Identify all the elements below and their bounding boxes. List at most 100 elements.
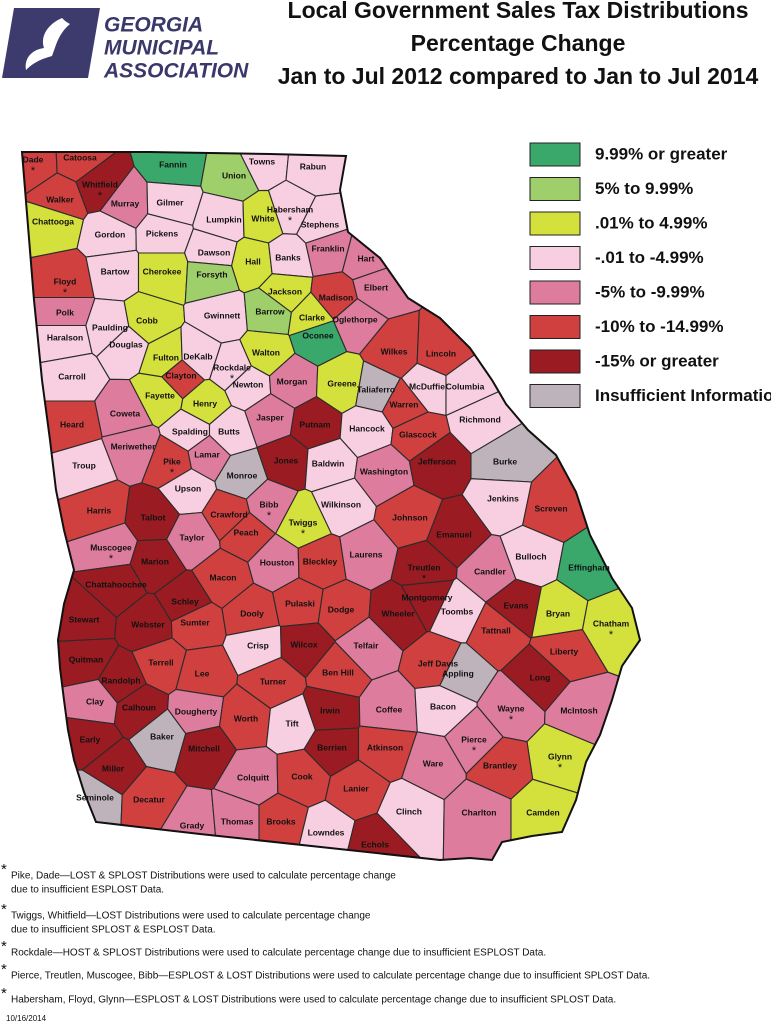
logo-bird [25,18,70,70]
county-name: Sumter [180,617,210,627]
county-name: Taylor [180,532,206,542]
county-name: Peach [233,527,258,537]
county-name: Walton [252,347,280,357]
county-name: Jasper [256,412,284,422]
county-name: Screven [534,503,567,513]
county-name: Cobb [136,315,158,325]
county-name: Wilkinson [321,499,361,509]
county-name: Pulaski [285,598,315,608]
legend-label: -.01 to -4.99% [595,248,704,267]
county-name: Jones [274,455,299,465]
county-note-mark: * [472,745,477,757]
county-name: Echols [361,839,389,849]
county-note-mark: * [267,510,272,522]
county-name: Dooly [240,608,264,618]
county-name: Taliaferro [357,384,395,394]
county-name: Meriwether [111,441,157,451]
footnote-text: Rockdale—HOST & SPLOST Distributions wer… [11,948,546,959]
county-name: Hall [245,256,261,266]
county-name: Habersham [267,204,314,214]
footnote-mark: * [1,961,7,978]
county-name: Mitchell [188,743,220,753]
county-name: Brantley [483,760,517,770]
county-name: Coweta [110,408,141,418]
county-name: Laurens [349,549,382,559]
county-name: Cherokee [143,266,182,276]
county-note-mark: * [509,714,514,726]
county-name: Bibb [260,499,279,509]
county-name: Emanuel [436,529,471,539]
county-name: Lumpkin [206,214,241,224]
logo-text: GEORGIA [104,14,203,37]
county-note-mark: * [422,573,427,585]
logo-text: ASSOCIATION [103,60,249,83]
county-name: Towns [249,156,276,166]
county-name: Berrien [317,742,347,752]
county-name: Richmond [459,414,501,424]
county-name: Franklin [311,243,344,253]
county-name: Putnam [299,419,331,429]
county-name: Miller [102,763,125,773]
county-name: Wheeler [381,608,415,618]
county-name: Union [222,170,246,180]
county-name: Bulloch [515,551,546,561]
legend-swatch [529,349,581,374]
county-name: Turner [260,676,287,686]
county-name: Carroll [58,371,85,381]
county-name: Dade [23,154,44,164]
county-name: Douglas [109,339,143,349]
county-name: Long [530,672,551,682]
county-name: Spalding [172,426,208,436]
county-name: Treutlen [407,562,440,572]
county-note-mark: * [170,467,175,479]
county-name: Pierce [461,734,487,744]
county-note-mark: * [63,287,68,299]
county-name: Wayne [497,703,524,713]
county-name: Murray [111,198,140,208]
county-note-mark: * [609,629,614,641]
county-note-mark: * [31,165,36,177]
county-name: Ben Hill [322,667,354,677]
legend-swatch [529,315,581,339]
legend-label: -5% to -9.99% [595,282,705,301]
county-name: Crisp [247,640,269,650]
county-name: Fayette [145,390,175,400]
legend-swatch [529,142,581,167]
county-name: Terrell [148,657,173,667]
county-note-mark: * [98,190,103,202]
logo-text: MUNICIPAL [104,37,219,60]
county-name: Stewart [69,614,100,624]
county-name: Atkinson [367,742,403,752]
county-name: Pike [163,456,181,466]
footnote-mark: * [1,985,7,1002]
date: 10/16/2014 [6,1014,47,1023]
county-name: White [251,213,274,223]
county-name: Upson [175,483,201,493]
county-name: Gilmer [157,197,185,207]
county-name: Coffee [376,704,403,714]
county-name: Dougherty [175,706,218,716]
subtitle: Jan to Jul 2012 compared to Jan to Jul 2… [278,63,759,89]
county-name: Glynn [548,751,572,761]
county-name: Jenkins [487,493,519,503]
county-name: Monroe [227,470,258,480]
state-outline [20,151,642,862]
county-name: Hart [357,253,374,263]
county-name: Morgan [277,376,308,386]
footnote-text: due to insufficient SPLOST & ESPLOST Dat… [11,925,216,936]
county-name: Columbia [446,381,485,391]
county-name: Glascock [399,429,437,439]
county-name: Clayton [165,370,196,380]
county-name: Randolph [101,675,140,685]
county-name: Camden [526,807,560,817]
county-name: Evans [503,600,528,610]
county-name: Whitfield [82,179,118,189]
legend-label: 9.99% or greater [595,144,728,163]
county-name: Stephens [301,219,340,229]
county-name: Haralson [47,332,83,342]
legend: 9.99% or greater 5% to 9.99% .01% to 4.99%… [529,142,771,408]
county-name: Barrow [255,306,285,316]
footnote-text: Pike, Dade—LOST & SPLOST Distributions w… [11,871,396,882]
county-name: Chattooga [32,216,74,226]
